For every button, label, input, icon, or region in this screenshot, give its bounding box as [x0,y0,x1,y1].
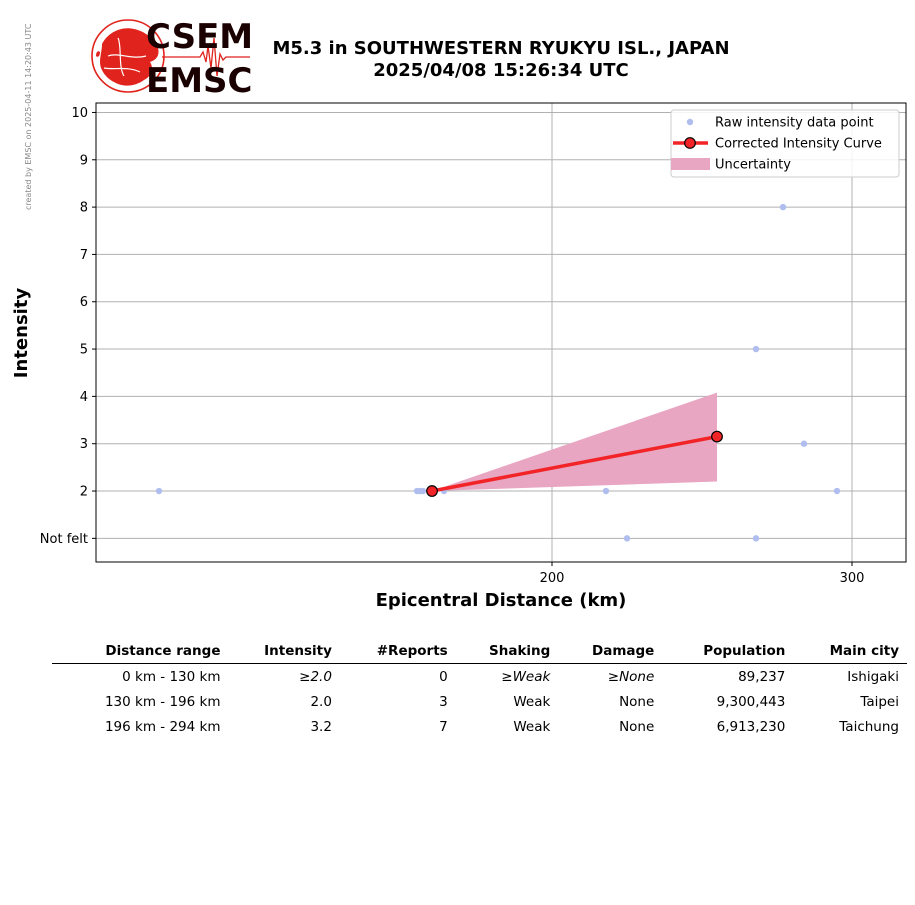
y-tick-label: 5 [80,343,88,358]
cell-population: 9,300,443 [716,693,786,710]
y-tick-label: 7 [80,248,88,263]
header-distance: Distance range [52,640,229,664]
y-tick-label: 8 [80,201,88,216]
x-tick-label: 300 [840,571,865,586]
header-intensity: Intensity [228,640,340,664]
raw-data-point [752,345,760,353]
cell-intensity: 2.0 [310,693,332,710]
uncertainty-area [432,392,717,492]
logo-csem-text: CSEM [146,17,253,57]
header-reports: #Reports [339,640,456,664]
header-damage: Damage [558,640,663,664]
curve-point [711,430,723,443]
cell-reports: 3 [439,693,448,710]
cell-damage: None [619,718,655,735]
cell-distance: 0 km - 130 km [122,668,221,685]
logo-globe-ring [91,19,165,93]
plot-frame [95,102,907,563]
y-tick-label: Not felt [40,532,88,547]
y-tick-label: 10 [71,106,88,121]
cell-main-city: Taichung [839,718,899,735]
raw-data-point [752,535,760,542]
cell-shaking: Weak [513,693,551,710]
table-header-row: Distance range Intensity #Reports Shakin… [52,640,907,664]
legend-entry-label: Corrected Intensity Curve [715,137,882,152]
raw-data-point [833,487,841,495]
credit-text: created by EMSC on 2025-04-11 14:20:43 U… [24,23,33,210]
y-tick-label: 2 [80,485,88,500]
chart-title: M5.3 in SOUTHWESTERN RYUKYU ISL., JAPAN … [250,38,752,82]
title-line-2: 2025/04/08 15:26:34 UTC [373,60,629,81]
y-axis-label: Intensity [11,288,32,379]
cell-damage: ≥None [607,668,655,685]
cell-distance: 196 km - 294 km [104,718,221,735]
header-population: Population [662,640,794,664]
cell-shaking: ≥Weak [501,668,551,685]
logo-globe-lines [103,37,147,77]
logo-seismogram [162,37,250,77]
raw-points [155,203,841,542]
cell-damage: None [619,693,655,710]
legend-raw-marker [686,118,694,126]
y-tick-label: 3 [80,437,88,452]
cell-main-city: Taipei [860,693,899,710]
legend-entry-label: Raw intensity data point [715,116,874,131]
curve-point [426,485,438,497]
intensity-table: Distance range Intensity #Reports Shakin… [52,640,907,739]
cell-population: 89,237 [738,668,786,685]
title-line-1: M5.3 in SOUTHWESTERN RYUKYU ISL., JAPAN [272,38,730,59]
cell-intensity: 3.2 [310,718,332,735]
cell-distance: 130 km - 196 km [104,693,221,710]
y-tick-label: 9 [80,153,88,168]
header-shaking: Shaking [455,640,559,664]
table-row: 130 km - 196 km 2.0 3 Weak None 9,300,44… [52,689,907,714]
header-main-city: Main city [793,640,907,664]
emsc-logo: CSEM EMSC [91,17,253,100]
curve-line [431,434,718,493]
x-tick-label: 200 [540,571,565,586]
cell-shaking: Weak [513,718,551,735]
raw-data-point [800,440,808,447]
logo-emsc-text: EMSC [146,61,253,100]
legend-entry-label: Uncertainty [715,158,791,173]
legend-uncertainty-swatch [671,158,710,170]
legend: Raw intensity data point Corrected Intens… [670,109,900,178]
cell-main-city: Ishigaki [847,668,899,685]
table-row: 196 km - 294 km 3.2 7 Weak None 6,913,23… [52,714,907,739]
table-row: 0 km - 130 km ≥2.0 0 ≥Weak ≥None 89,237 … [52,664,907,690]
tick-labels: Not felt 2 3 4 5 6 7 8 9 10 200 300 [40,106,865,586]
credit-label: created by EMSC on 2025-04-11 14:20:43 U… [24,23,33,210]
raw-data-point [623,535,631,542]
grid [96,103,906,562]
x-axis-label: Epicentral Distance (km) [376,590,627,611]
cell-reports: 7 [439,718,448,735]
intensity-chart: Not felt 2 3 4 5 6 7 8 9 10 200 300 Epicentral Dist… [11,102,907,611]
legend-curve-marker [684,137,696,149]
logo-globe-continents [96,28,159,86]
raw-data-point [155,487,163,495]
uncertainty-band [432,392,717,492]
y-tick-label: 4 [80,390,88,405]
raw-data-point [602,487,610,495]
raw-data-point [779,203,787,211]
y-tick-label: 6 [80,295,88,310]
corrected-curve [426,430,723,497]
cell-reports: 0 [439,668,448,685]
cell-population: 6,913,230 [716,718,786,735]
legend-box [670,109,900,178]
cell-intensity: ≥2.0 [299,668,332,685]
plot-border [95,102,907,563]
raw-data-point [419,487,427,495]
